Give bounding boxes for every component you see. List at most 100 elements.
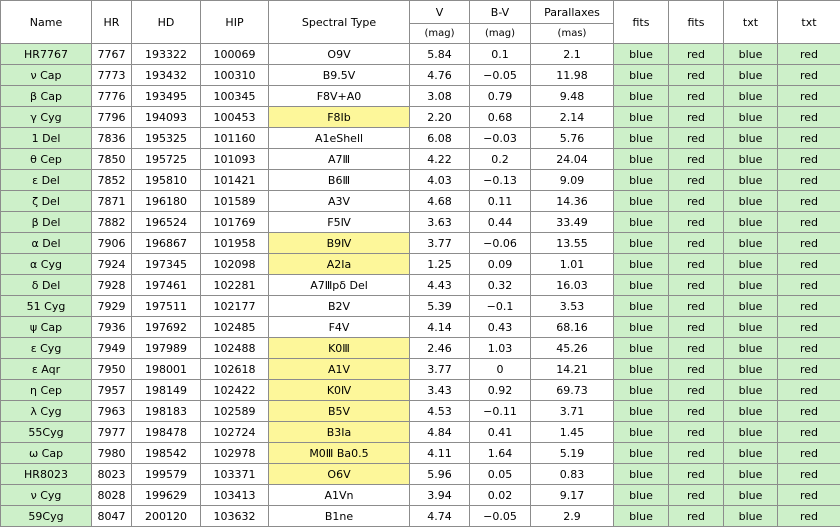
link-txt-blue[interactable]: blue [724,149,778,170]
link-txt-red[interactable]: red [778,443,840,464]
link-fits-blue[interactable]: blue [614,65,669,86]
link-txt-blue[interactable]: blue [724,128,778,149]
link-fits-blue[interactable]: blue [614,380,669,401]
link-txt-red[interactable]: red [778,359,840,380]
link-fits-red[interactable]: red [669,233,724,254]
link-txt-blue[interactable]: blue [724,107,778,128]
link-fits-red[interactable]: red [669,401,724,422]
link-fits-blue[interactable]: blue [614,296,669,317]
link-fits-blue[interactable]: blue [614,506,669,527]
link-txt-red[interactable]: red [778,422,840,443]
cell-star-name: δ Del [1,275,92,296]
link-txt-blue[interactable]: blue [724,65,778,86]
link-fits-blue[interactable]: blue [614,422,669,443]
cell-hr: 7957 [92,380,132,401]
link-fits-red[interactable]: red [669,128,724,149]
link-fits-red[interactable]: red [669,65,724,86]
link-fits-blue[interactable]: blue [614,443,669,464]
cell-bv-mag: 1.64 [470,443,531,464]
link-txt-blue[interactable]: blue [724,296,778,317]
link-fits-red[interactable]: red [669,149,724,170]
link-fits-blue[interactable]: blue [614,317,669,338]
link-txt-red[interactable]: red [778,149,840,170]
link-fits-blue[interactable]: blue [614,338,669,359]
link-fits-blue[interactable]: blue [614,464,669,485]
link-fits-red[interactable]: red [669,296,724,317]
link-fits-blue[interactable]: blue [614,233,669,254]
link-fits-blue[interactable]: blue [614,86,669,107]
link-txt-red[interactable]: red [778,65,840,86]
link-txt-blue[interactable]: blue [724,485,778,506]
link-fits-red[interactable]: red [669,506,724,527]
link-txt-blue[interactable]: blue [724,338,778,359]
link-txt-red[interactable]: red [778,212,840,233]
link-fits-red[interactable]: red [669,317,724,338]
link-txt-blue[interactable]: blue [724,233,778,254]
link-fits-blue[interactable]: blue [614,170,669,191]
link-fits-blue[interactable]: blue [614,191,669,212]
link-txt-red[interactable]: red [778,128,840,149]
link-txt-red[interactable]: red [778,86,840,107]
link-fits-blue[interactable]: blue [614,401,669,422]
link-txt-red[interactable]: red [778,317,840,338]
link-txt-red[interactable]: red [778,506,840,527]
link-txt-red[interactable]: red [778,380,840,401]
link-fits-red[interactable]: red [669,338,724,359]
link-txt-red[interactable]: red [778,338,840,359]
link-fits-red[interactable]: red [669,485,724,506]
link-txt-red[interactable]: red [778,191,840,212]
link-fits-blue[interactable]: blue [614,254,669,275]
link-txt-blue[interactable]: blue [724,422,778,443]
link-fits-blue[interactable]: blue [614,128,669,149]
link-txt-red[interactable]: red [778,485,840,506]
link-fits-red[interactable]: red [669,254,724,275]
link-fits-red[interactable]: red [669,422,724,443]
cell-bv-mag: 0.11 [470,191,531,212]
link-fits-red[interactable]: red [669,464,724,485]
link-txt-red[interactable]: red [778,464,840,485]
link-txt-blue[interactable]: blue [724,401,778,422]
link-txt-blue[interactable]: blue [724,317,778,338]
link-fits-red[interactable]: red [669,191,724,212]
link-fits-red[interactable]: red [669,107,724,128]
link-fits-red[interactable]: red [669,359,724,380]
link-txt-blue[interactable]: blue [724,275,778,296]
link-fits-blue[interactable]: blue [614,149,669,170]
link-fits-red[interactable]: red [669,380,724,401]
link-txt-blue[interactable]: blue [724,464,778,485]
link-txt-blue[interactable]: blue [724,380,778,401]
link-txt-blue[interactable]: blue [724,44,778,65]
link-fits-red[interactable]: red [669,275,724,296]
link-txt-blue[interactable]: blue [724,443,778,464]
link-fits-red[interactable]: red [669,86,724,107]
link-fits-red[interactable]: red [669,170,724,191]
link-txt-red[interactable]: red [778,275,840,296]
link-txt-red[interactable]: red [778,254,840,275]
link-fits-blue[interactable]: blue [614,359,669,380]
link-fits-blue[interactable]: blue [614,485,669,506]
col-header-txt-blue: txt [724,1,778,44]
link-txt-blue[interactable]: blue [724,191,778,212]
link-txt-blue[interactable]: blue [724,359,778,380]
link-fits-blue[interactable]: blue [614,212,669,233]
link-fits-red[interactable]: red [669,443,724,464]
link-fits-blue[interactable]: blue [614,275,669,296]
cell-v-mag: 4.53 [410,401,470,422]
link-txt-red[interactable]: red [778,296,840,317]
link-txt-red[interactable]: red [778,401,840,422]
link-txt-red[interactable]: red [778,170,840,191]
link-txt-blue[interactable]: blue [724,506,778,527]
link-txt-red[interactable]: red [778,44,840,65]
link-fits-blue[interactable]: blue [614,107,669,128]
link-txt-blue[interactable]: blue [724,212,778,233]
link-txt-blue[interactable]: blue [724,86,778,107]
link-txt-blue[interactable]: blue [724,254,778,275]
link-fits-red[interactable]: red [669,212,724,233]
link-txt-red[interactable]: red [778,233,840,254]
cell-hip: 100310 [201,65,269,86]
link-txt-red[interactable]: red [778,107,840,128]
link-txt-blue[interactable]: blue [724,170,778,191]
link-fits-blue[interactable]: blue [614,44,669,65]
link-fits-red[interactable]: red [669,44,724,65]
